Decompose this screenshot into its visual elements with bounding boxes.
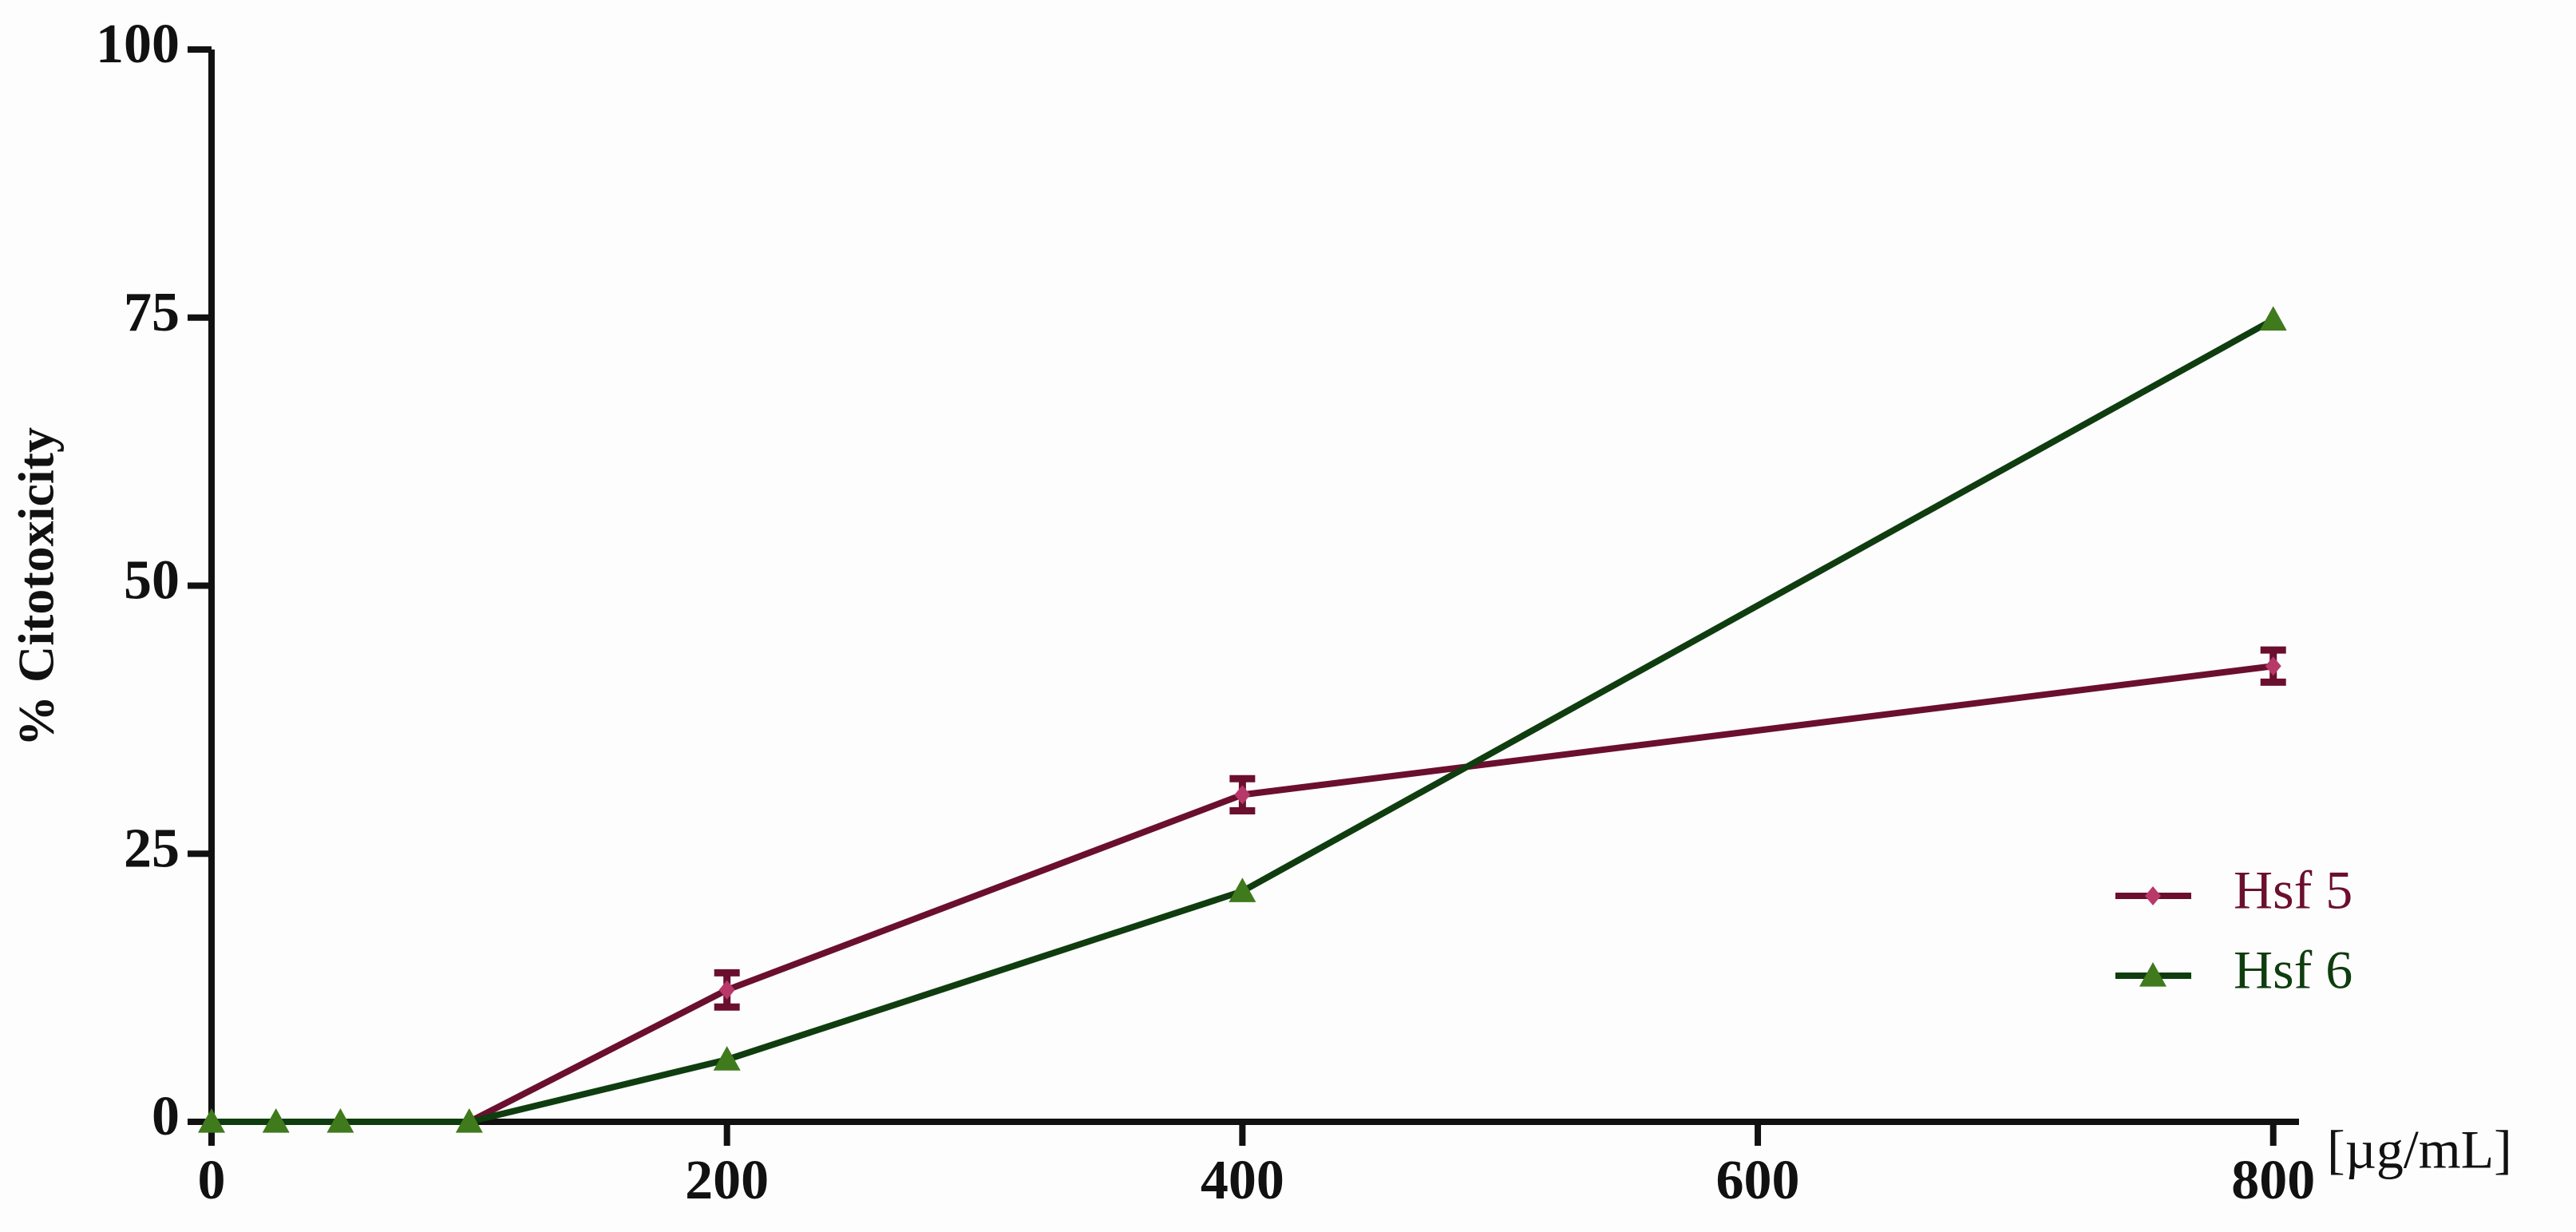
legend-label: Hsf 5 [2234, 860, 2352, 921]
marker [455, 1108, 483, 1133]
x-tick-label: 400 [1201, 1150, 1284, 1211]
marker [1234, 785, 1251, 805]
marker [713, 1046, 741, 1071]
y-tick-label: 25 [124, 818, 180, 879]
marker [262, 1108, 290, 1133]
marker [2259, 306, 2287, 331]
y-tick-label: 100 [96, 14, 180, 75]
y-tick-label: 75 [124, 282, 180, 343]
marker [326, 1108, 354, 1133]
y-tick-label: 0 [152, 1086, 180, 1147]
legend-label: Hsf 6 [2234, 940, 2352, 1000]
marker [718, 980, 735, 1000]
x-axis-label: [µg/mL] [2327, 1119, 2512, 1180]
y-axis-label: % Citotoxicity [8, 427, 65, 747]
marker [198, 1108, 225, 1133]
y-tick-label: 50 [124, 550, 180, 612]
x-tick-label: 800 [2231, 1150, 2315, 1211]
marker [1229, 877, 1256, 902]
marker [2265, 656, 2281, 676]
legend-marker [2139, 962, 2166, 987]
x-tick-label: 200 [685, 1150, 769, 1211]
legend-marker [2145, 886, 2161, 905]
x-tick-label: 600 [1716, 1150, 1800, 1211]
x-tick-label: 0 [198, 1150, 226, 1211]
